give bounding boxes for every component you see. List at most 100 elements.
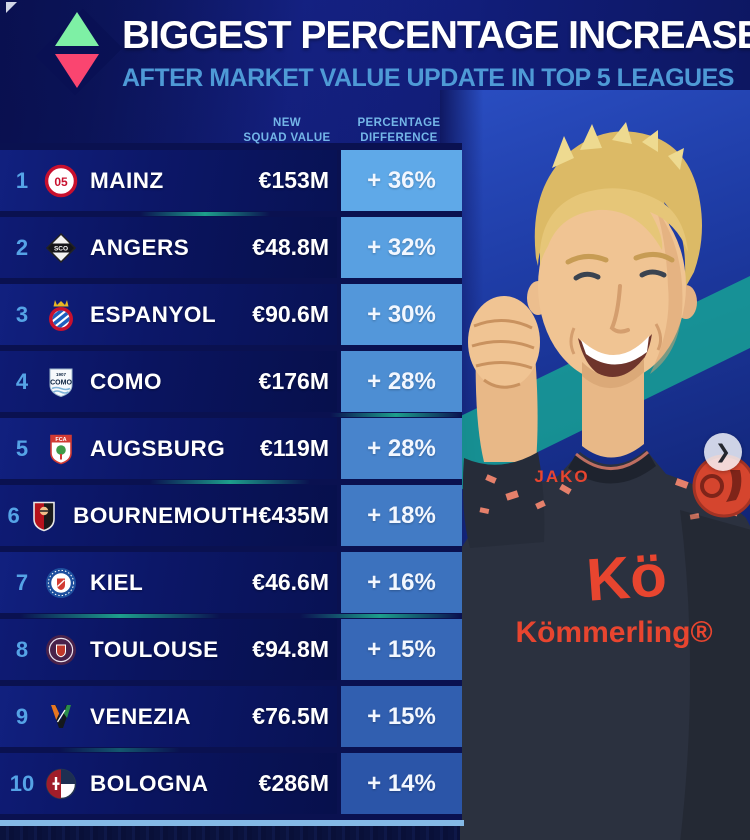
bottom-texture [0, 826, 460, 840]
column-header-line: DIFFERENCE [360, 131, 438, 144]
row-main: 2 SCO ANGERS €48.8M [0, 217, 337, 278]
como-crest: 1907 COMO [44, 365, 78, 399]
row-main: 10 BOLOGNA €286M [0, 753, 337, 814]
squad-value: €153M [258, 167, 329, 193]
mainz-crest: 05 [44, 164, 78, 198]
percentage-cell: + 28% [341, 418, 462, 479]
percentage-cell: + 14% [341, 753, 462, 814]
carousel-next-button[interactable]: ❯ [704, 433, 742, 471]
corner-mark [6, 2, 17, 13]
table-row: 4 1907 COMO COMO €176M + 28% [0, 351, 462, 412]
mainz-jersey-badge [692, 454, 750, 518]
up-arrow-icon [55, 12, 99, 46]
percentage-value: + 16% [367, 568, 436, 596]
squad-value: €94.8M [252, 636, 329, 662]
augsburg-crest: FCA [44, 432, 78, 466]
rank-label: 8 [15, 636, 29, 662]
bologna-crest [44, 767, 78, 801]
table-row: 2 SCO ANGERS €48.8M + 32% [0, 217, 462, 278]
svg-text:COMO: COMO [50, 379, 72, 386]
percentage-value: + 28% [367, 434, 436, 462]
teal-glint [300, 614, 460, 618]
percentage-cell: + 32% [341, 217, 462, 278]
percentage-value: + 36% [367, 166, 436, 194]
teal-glint [20, 614, 220, 618]
club-name: BOURNEMOUTH [73, 502, 259, 528]
jersey-sponsor-text: Kömmerling® [515, 616, 712, 649]
row-main: 7 KIEL €46.6M [0, 552, 337, 613]
row-main: 9 VENEZIA €76.5M [0, 686, 337, 747]
row-main: 8 TOULOUSE €94.8M [0, 619, 337, 680]
player-photo: JAKO Kö Kömmerling® [440, 122, 750, 840]
chevron-right-icon: ❯ [715, 441, 731, 463]
row-main: 5 FCA AUGSBURG €119M [0, 418, 337, 479]
jersey-brand-text: JAKO [534, 467, 589, 486]
table-row: 10 BOLOGNA €286M + 14% [0, 753, 462, 814]
percentage-cell: + 16% [341, 552, 462, 613]
club-name: AUGSBURG [90, 435, 226, 461]
svg-text:05: 05 [54, 175, 68, 189]
table-row: 6 BOURNEMOUTH €435M + 18% [0, 485, 462, 546]
club-name: TOULOUSE [90, 636, 219, 662]
teal-glint [150, 480, 310, 484]
row-main: 1 05 MAINZ €153M [0, 150, 337, 211]
up-down-arrows-icon [35, 8, 123, 100]
column-header-line: SQUAD VALUE [243, 131, 331, 144]
table-row: 9 VENEZIA €76.5M + 15% [0, 686, 462, 747]
svg-text:FCA: FCA [55, 437, 66, 443]
kiel-crest [44, 566, 78, 600]
jersey-sponsor-mark: Kö [584, 541, 668, 613]
venezia-crest [44, 700, 78, 734]
page-title: BIGGEST PERCENTAGE INCREASE [122, 14, 750, 57]
percentage-value: + 32% [367, 233, 436, 261]
squad-value: €435M [258, 502, 329, 528]
row-main: 6 BOURNEMOUTH €435M [0, 485, 337, 546]
squad-value: €119M [259, 435, 329, 461]
percentage-cell: + 15% [341, 619, 462, 680]
club-name: MAINZ [90, 167, 164, 193]
rank-label: 4 [15, 368, 29, 394]
column-header-new-squad-value: NEW SQUAD VALUE [217, 116, 357, 146]
svg-text:SCO: SCO [54, 245, 68, 252]
club-name: ESPANYOL [90, 301, 217, 327]
svg-text:1907: 1907 [56, 372, 67, 377]
squad-value: €176M [258, 368, 329, 394]
rank-label: 3 [15, 301, 29, 327]
percentage-cell: + 28% [341, 351, 462, 412]
teal-glint [140, 212, 270, 216]
squad-value: €76.5M [252, 703, 329, 729]
club-name: KIEL [90, 569, 144, 595]
percentage-cell: + 30% [341, 284, 462, 345]
table-row: 1 05 MAINZ €153M + 36% [0, 150, 462, 211]
rank-label: 1 [15, 167, 29, 193]
club-name: BOLOGNA [90, 770, 209, 796]
down-arrow-icon [55, 54, 99, 88]
club-name: VENEZIA [90, 703, 192, 729]
percentage-cell: + 15% [341, 686, 462, 747]
table-row: 5 FCA AUGSBURG €119M + 28% [0, 418, 462, 479]
row-main: 4 1907 COMO COMO €176M [0, 351, 337, 412]
percentage-value: + 14% [367, 769, 436, 797]
squad-value: €48.8M [252, 234, 329, 260]
column-header-line: NEW [272, 117, 302, 129]
teal-glint [330, 413, 462, 417]
teal-glint [60, 748, 180, 752]
percentage-cell: + 18% [341, 485, 462, 546]
angers-crest: SCO [44, 231, 78, 265]
rank-label: 5 [15, 435, 29, 461]
column-header-percentage-difference: PERCENTAGE DIFFERENCE [329, 116, 469, 146]
percentage-value: + 18% [367, 501, 436, 529]
page-subtitle: AFTER MARKET VALUE UPDATE IN TOP 5 LEAGU… [122, 64, 734, 92]
rank-label: 6 [7, 502, 20, 528]
percentage-value: + 15% [367, 702, 436, 730]
rank-label: 2 [15, 234, 29, 260]
squad-value: €286M [258, 770, 329, 796]
rank-label: 7 [15, 569, 29, 595]
bournemouth-crest [27, 499, 61, 533]
percentage-value: + 30% [367, 300, 436, 328]
table-row: 8 TOULOUSE €94.8M + 15% [0, 619, 462, 680]
table-row: 3 ESPANYOL €90.6M + 30% [0, 284, 462, 345]
table-bottom-strip [0, 820, 464, 826]
club-name: ANGERS [90, 234, 190, 260]
